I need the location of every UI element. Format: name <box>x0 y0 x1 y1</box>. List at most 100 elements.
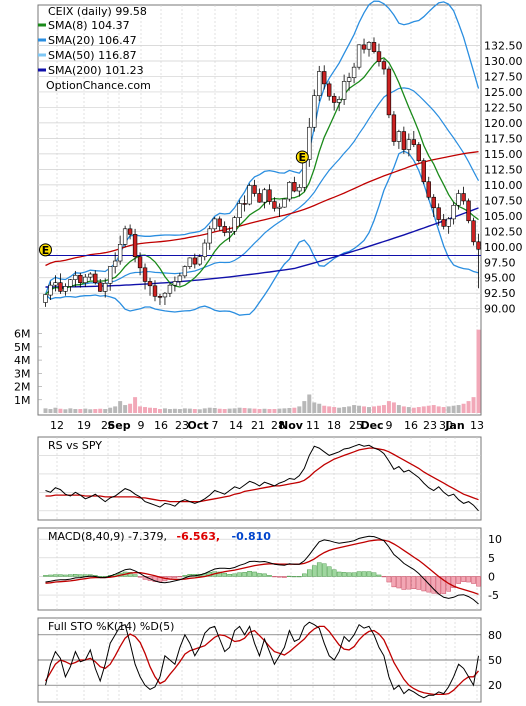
volume-bar <box>376 405 381 413</box>
candle <box>322 71 327 85</box>
volume-bar <box>83 408 88 413</box>
panel-frame <box>37 436 482 521</box>
candle <box>212 218 217 230</box>
candle <box>88 273 93 278</box>
volume-bar <box>167 409 172 413</box>
macd-histogram-bar <box>302 573 307 577</box>
volume-bar <box>138 406 143 413</box>
macd-histogram-bar <box>252 571 257 577</box>
volume-bar <box>282 408 287 413</box>
price-tick-label: 117.50 <box>484 132 523 145</box>
signal-value: -0.810 <box>232 530 272 543</box>
macd-histogram-bar <box>366 571 372 577</box>
volume-bar <box>262 408 267 413</box>
candle <box>411 139 416 145</box>
macd-histogram-bar <box>262 573 267 577</box>
candle <box>257 193 262 203</box>
macd-panel: 10 5 0 -5 <box>37 527 502 611</box>
volume-bar <box>157 409 162 413</box>
macd-histogram-bar <box>396 576 402 589</box>
candle <box>386 68 392 116</box>
candle <box>43 294 48 303</box>
candle <box>371 42 377 52</box>
volume-bar <box>451 405 456 413</box>
macd-tick-label: 10 <box>488 533 502 546</box>
macd-histogram-bar <box>222 572 227 577</box>
x-tick-label: 12 <box>50 419 64 432</box>
volume-bar <box>307 394 312 413</box>
panel-frame <box>37 527 482 611</box>
volume-bar <box>162 408 167 413</box>
macd-histogram-bar <box>242 572 247 577</box>
x-tick-label: 11 <box>306 419 320 432</box>
macd-histogram-bar <box>361 571 367 577</box>
candle <box>307 126 312 160</box>
volume-bar <box>88 409 93 413</box>
volume-bar <box>123 405 128 413</box>
x-tick-label: 18 <box>327 419 341 432</box>
candle <box>187 257 193 267</box>
volume-bar <box>187 408 192 413</box>
legend-label-sma8: SMA(8) 104.37 <box>48 19 130 32</box>
volume-bar <box>476 329 481 413</box>
macd-histogram-bar <box>461 576 466 582</box>
candle <box>436 207 441 220</box>
macd-histogram-bar <box>127 572 133 577</box>
candle <box>381 61 387 70</box>
candle <box>192 257 197 265</box>
macd-histogram-bar <box>441 576 446 594</box>
macd-histogram-bar <box>336 571 342 577</box>
candle <box>232 217 237 232</box>
macd-histogram-bar <box>157 576 163 582</box>
candle <box>272 201 277 209</box>
macd-histogram-bar <box>386 576 392 583</box>
macd-histogram-bar <box>321 563 327 577</box>
volume-bar <box>441 407 446 413</box>
macd-histogram-bar <box>282 576 287 578</box>
price-tick-label: 100.00 <box>484 241 523 254</box>
macd-histogram-bar <box>137 576 143 578</box>
candle <box>421 160 426 183</box>
candle <box>391 114 397 142</box>
svg-text:MACD(8,40,9) -7.379, -6.: MACD(8,40,9) -7.379, -6.563, -0.810 <box>48 530 271 543</box>
candle <box>68 279 73 287</box>
x-tick-label: 13 <box>470 419 484 432</box>
candle <box>58 282 63 292</box>
volume-bar <box>312 402 317 413</box>
candle <box>63 286 68 292</box>
candle <box>346 77 352 82</box>
volume-tick-label: 4M <box>14 354 31 367</box>
volume-bar <box>386 401 391 413</box>
candle <box>376 51 382 62</box>
volume-bar <box>337 407 342 413</box>
macd-histogram-bar <box>356 571 362 577</box>
macd-histogram-bar <box>287 575 292 577</box>
candle <box>466 200 471 222</box>
price-tick-label: 97.50 <box>484 256 516 269</box>
macd-histogram-bar <box>451 576 456 588</box>
candle <box>152 285 158 297</box>
macd-panel-label: MACD(8,40,9) -7.379, -6.563, -0.810 <box>48 530 271 543</box>
candle <box>242 203 247 205</box>
macd-histogram-bar <box>466 576 471 583</box>
volume-bar <box>43 408 48 413</box>
macd-histogram-bar <box>68 574 73 577</box>
candle <box>356 44 362 68</box>
candle <box>217 218 222 227</box>
candle <box>277 206 282 209</box>
candle <box>237 203 242 218</box>
volume-bar <box>212 407 217 413</box>
volume-bar <box>252 408 257 413</box>
volume-bar <box>401 406 406 413</box>
price-tick-label: 105.00 <box>484 210 523 223</box>
price-tick-label: 92.50 <box>484 287 516 300</box>
sto-tick-label: 50 <box>488 654 502 667</box>
macd-histogram-bar <box>272 576 277 578</box>
macd-histogram-bar <box>406 576 412 590</box>
sma200-line <box>45 207 479 288</box>
macd-histogram-bar <box>73 574 78 577</box>
candle <box>108 266 113 284</box>
volume-bar <box>371 406 376 413</box>
macd-histogram-bar <box>247 571 252 577</box>
volume-bar <box>207 407 212 413</box>
